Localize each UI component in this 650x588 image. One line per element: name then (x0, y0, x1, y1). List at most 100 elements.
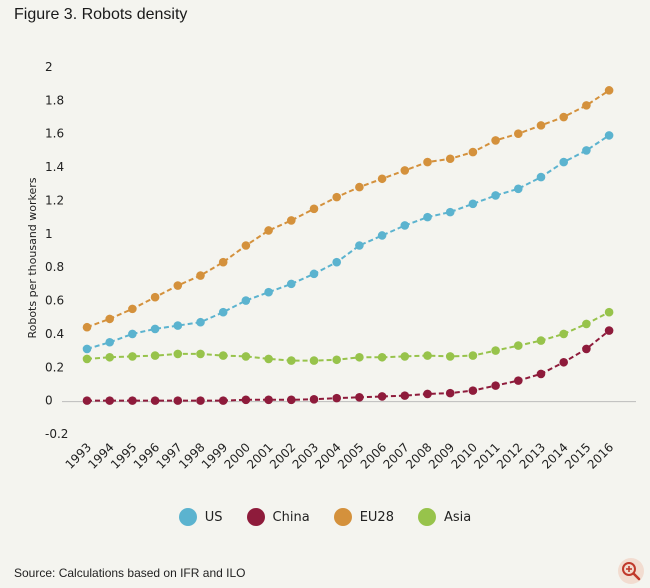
point-eu28-1998 (196, 271, 205, 280)
series-line-china (87, 329, 610, 402)
series-points (82, 86, 614, 405)
point-eu28-2009 (445, 154, 455, 164)
point-us-2016 (604, 131, 614, 140)
x-tick-label: 2016 (585, 440, 616, 471)
y-tick-label: 0.6 (45, 294, 64, 308)
legend-item-us: US (178, 508, 223, 526)
point-us-1993 (82, 344, 92, 354)
legend-item-china: China (246, 508, 310, 526)
legend-label: Asia (443, 509, 472, 525)
point-eu28-2008 (423, 157, 432, 167)
point-asia-2007 (400, 352, 410, 361)
legend-label: EU28 (359, 509, 394, 525)
series-lines (86, 89, 610, 402)
legend-swatch (246, 508, 265, 526)
legend-label: US (204, 509, 223, 525)
point-china-2014 (559, 357, 568, 367)
point-us-2011 (491, 191, 500, 200)
point-asia-2004 (332, 355, 342, 365)
point-us-2001 (264, 287, 273, 297)
point-us-1999 (218, 307, 228, 317)
point-asia-2002 (287, 356, 296, 365)
point-china-1999 (218, 396, 228, 405)
point-eu28-2002 (287, 216, 296, 225)
legend-swatch (333, 508, 352, 526)
point-eu28-2016 (604, 86, 614, 95)
point-us-2005 (355, 241, 364, 250)
point-eu28-2003 (309, 204, 319, 214)
point-china-2005 (355, 393, 364, 402)
point-china-2003 (309, 395, 319, 404)
point-china-2011 (491, 381, 500, 390)
point-china-1998 (196, 396, 205, 405)
point-eu28-1994 (105, 314, 114, 324)
point-china-2002 (287, 395, 296, 405)
point-eu28-1997 (173, 281, 183, 290)
point-eu28-2013 (536, 121, 546, 130)
y-tick-label: 1.2 (45, 193, 64, 207)
zoom-in-icon[interactable] (618, 558, 644, 584)
y-tick-label: 0.8 (45, 260, 64, 274)
point-eu28-1995 (128, 304, 137, 314)
point-eu28-2000 (241, 241, 251, 250)
point-eu28-2007 (400, 166, 410, 175)
series-line-asia (86, 311, 610, 362)
point-china-2012 (514, 376, 523, 385)
point-us-1997 (173, 321, 183, 330)
point-us-2008 (423, 212, 432, 222)
point-us-2004 (332, 257, 342, 267)
point-us-1996 (150, 324, 160, 334)
point-us-2012 (514, 184, 523, 194)
series-line-eu28 (86, 89, 610, 329)
point-asia-2008 (423, 351, 432, 360)
point-us-2003 (309, 269, 319, 279)
y-tick-label: 0.2 (45, 360, 64, 374)
point-eu28-2010 (468, 147, 478, 157)
point-eu28-2012 (514, 129, 523, 139)
x-axis-ticks: 1993199419951996199719981999200020012002… (63, 440, 617, 471)
point-eu28-2006 (377, 174, 387, 184)
point-asia-2000 (241, 352, 251, 361)
point-asia-1993 (82, 354, 92, 364)
y-tick-label: 1.6 (45, 127, 64, 141)
point-us-2000 (241, 296, 251, 305)
y-axis-label: Robots per thousand workers (26, 177, 39, 338)
point-china-2006 (377, 392, 387, 401)
point-us-1995 (128, 329, 137, 339)
legend-label: China (272, 509, 310, 525)
point-asia-1994 (105, 352, 114, 362)
point-asia-1996 (150, 351, 160, 360)
point-eu28-2004 (332, 192, 342, 202)
point-us-2002 (287, 279, 296, 289)
y-axis-ticks: 2 1.8 1.6 1.4 1.2 1 0.8 0.6 0.4 0.2 0 -0.2 (45, 60, 68, 441)
legend-item-asia: Asia (417, 508, 472, 526)
point-asia-2001 (264, 354, 273, 364)
y-tick-label: 1 (45, 227, 53, 241)
point-asia-2014 (559, 329, 568, 339)
point-china-2001 (264, 395, 273, 405)
point-china-2004 (332, 393, 342, 403)
point-eu28-1999 (218, 257, 228, 267)
point-asia-1995 (128, 352, 137, 361)
point-asia-2013 (536, 336, 546, 345)
legend-item-eu28: EU28 (333, 508, 394, 526)
point-eu28-2001 (264, 226, 273, 235)
point-eu28-1993 (82, 322, 92, 332)
point-asia-1999 (218, 351, 228, 360)
point-us-2014 (559, 157, 568, 167)
point-china-2007 (400, 391, 410, 400)
point-china-1995 (128, 396, 137, 405)
y-tick-label: 1.8 (45, 93, 64, 107)
point-us-2013 (536, 172, 546, 182)
point-asia-1997 (173, 349, 183, 359)
page-title: Figure 3. Robots density (14, 6, 188, 23)
point-china-2013 (536, 369, 546, 379)
legend: US China EU28 Asia (0, 508, 650, 526)
point-china-1997 (173, 396, 183, 405)
y-tick-label: 1.4 (45, 160, 64, 174)
point-china-2009 (445, 388, 455, 398)
point-asia-1998 (196, 349, 205, 359)
point-eu28-2015 (582, 101, 591, 110)
point-asia-2016 (604, 307, 614, 317)
line-chart: 2 1.8 1.6 1.4 1.2 1 0.8 0.6 0.4 0.2 0 -0.2 19931994… (26, 60, 636, 472)
